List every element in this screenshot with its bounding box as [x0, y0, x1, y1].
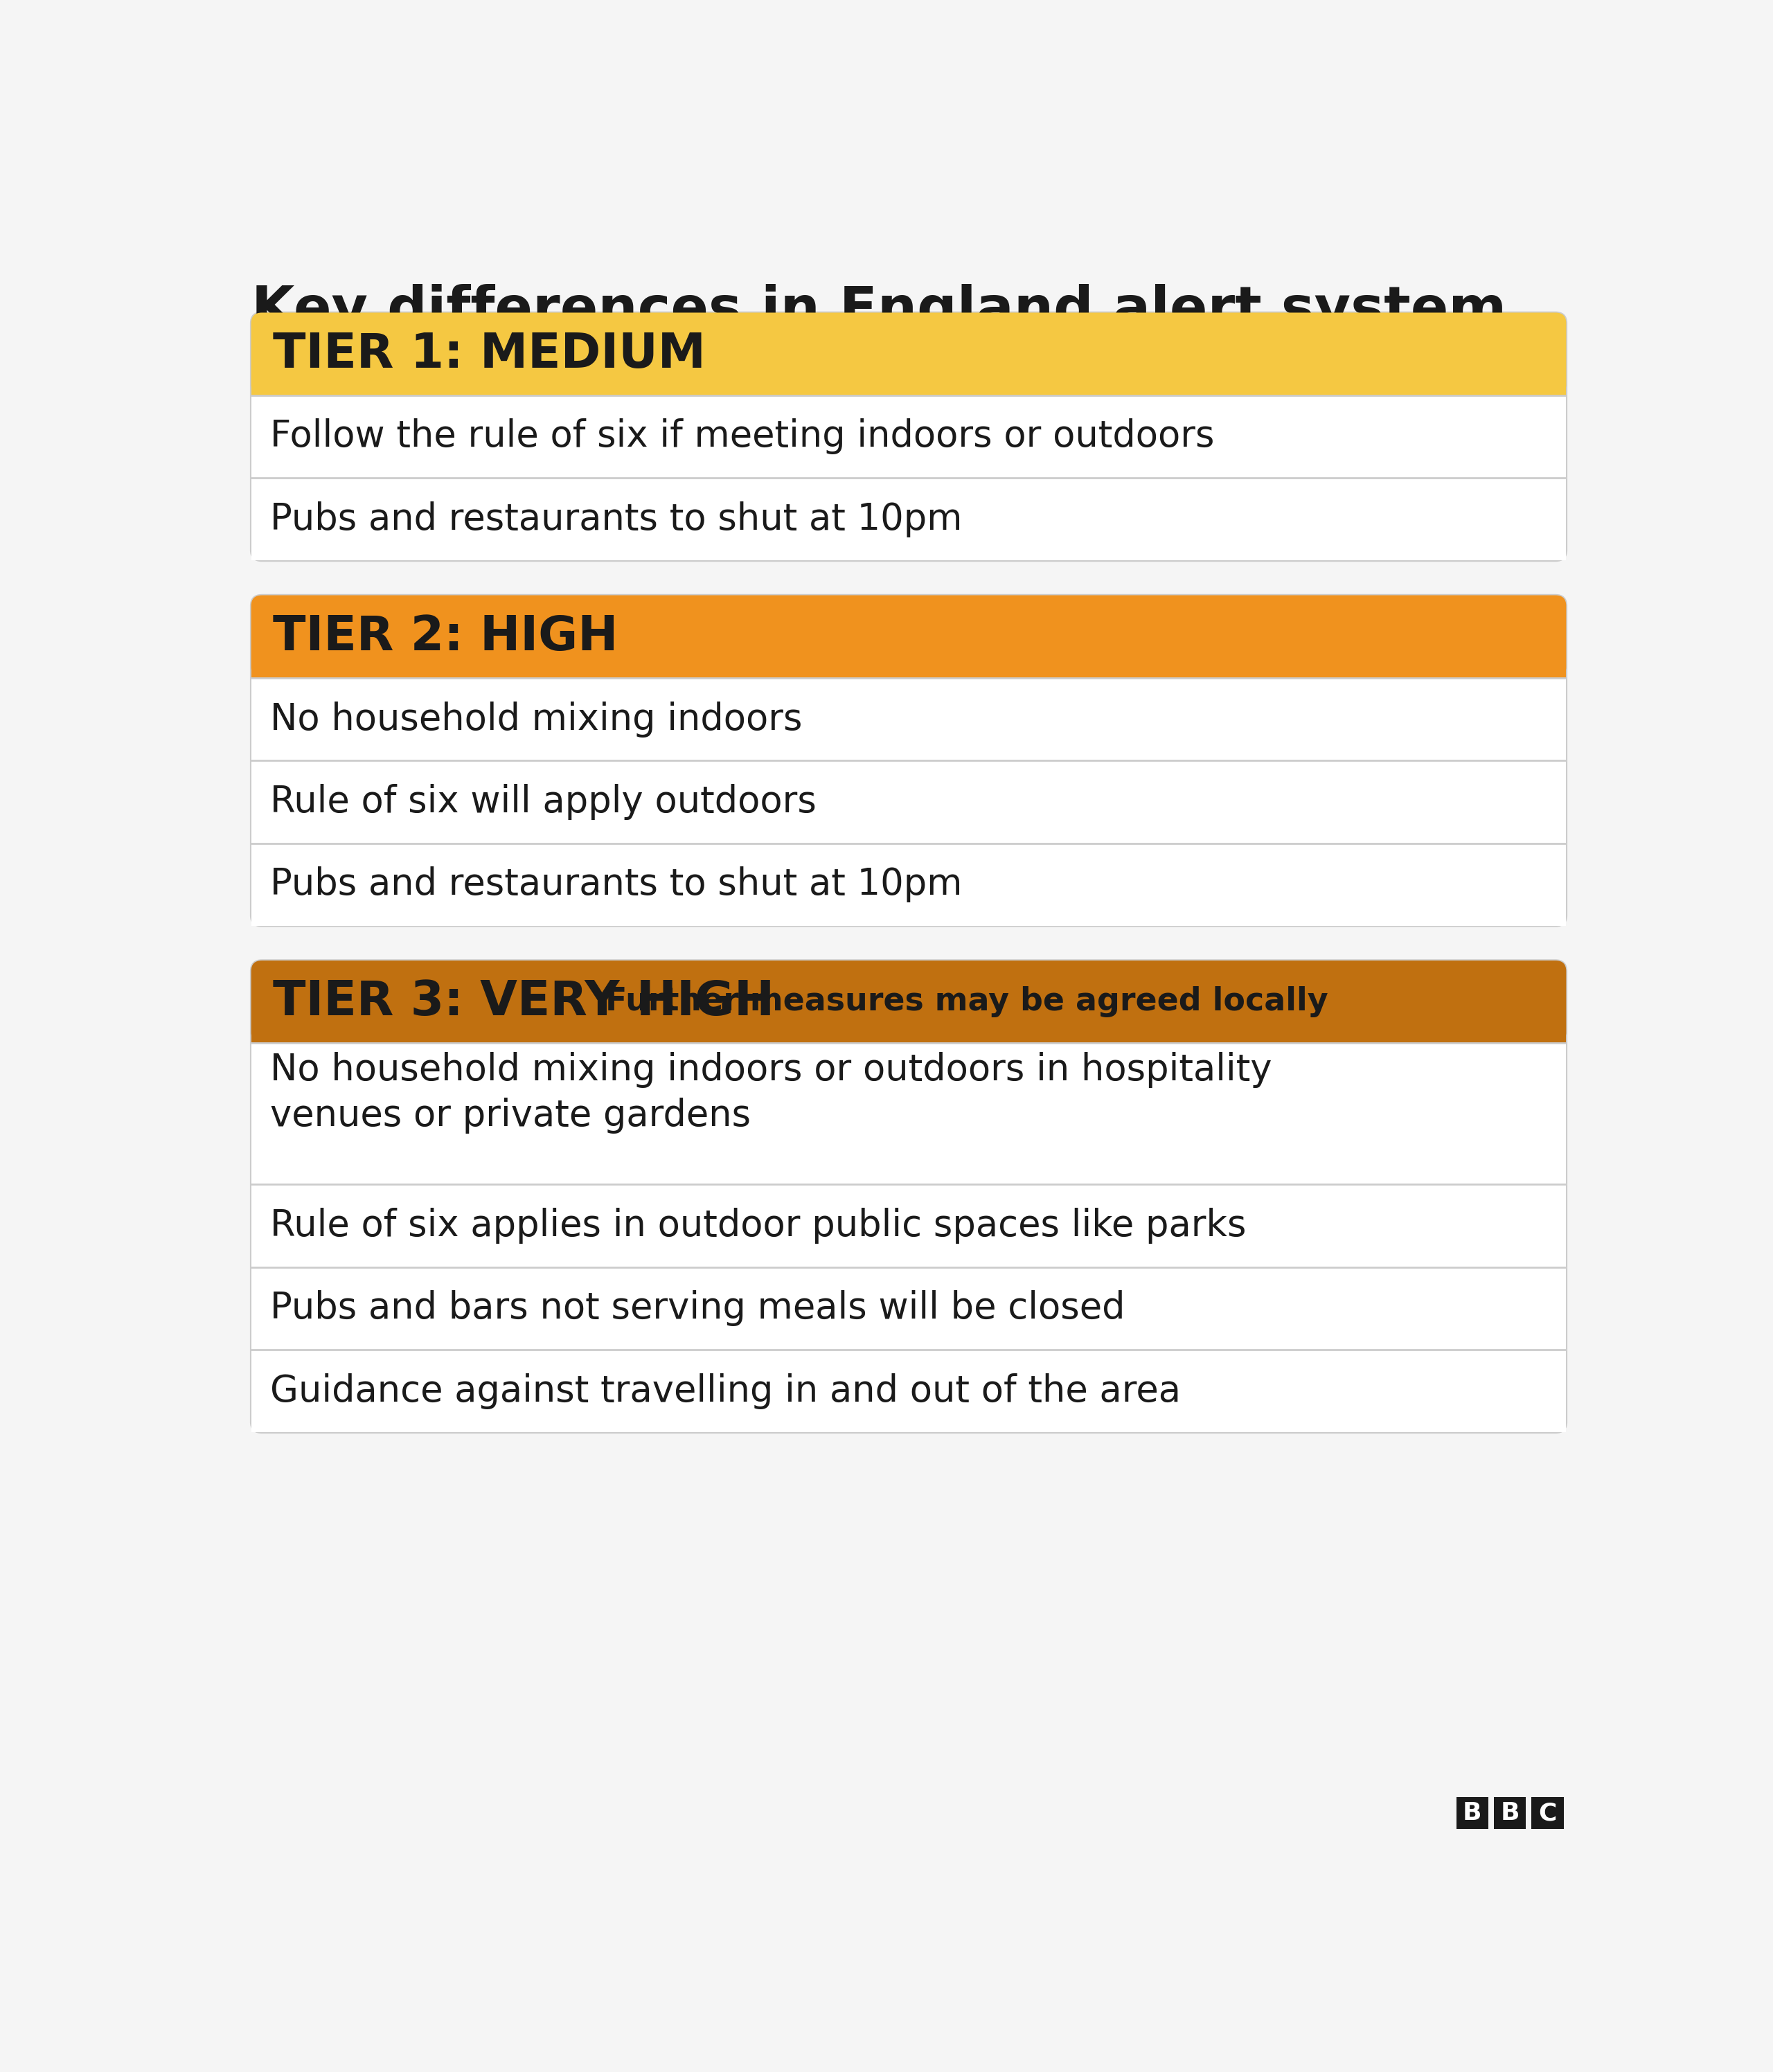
- Bar: [252, 350, 1566, 396]
- FancyBboxPatch shape: [252, 961, 1566, 1042]
- Text: Rule of six will apply outdoors: Rule of six will apply outdoors: [269, 783, 816, 821]
- Text: C: C: [1539, 1801, 1557, 1825]
- FancyBboxPatch shape: [252, 313, 1566, 396]
- Text: Pubs and restaurants to shut at 10pm: Pubs and restaurants to shut at 10pm: [269, 866, 963, 903]
- Text: TIER 1: MEDIUM: TIER 1: MEDIUM: [273, 332, 706, 377]
- Bar: [252, 1268, 1566, 1349]
- Text: Key differences in England alert system: Key differences in England alert system: [252, 284, 1507, 338]
- Bar: [252, 632, 1566, 678]
- Bar: [252, 1349, 1566, 1432]
- FancyBboxPatch shape: [252, 961, 1566, 1432]
- Text: Follow the rule of six if meeting indoors or outdoors: Follow the rule of six if meeting indoor…: [269, 419, 1215, 454]
- FancyBboxPatch shape: [252, 595, 1566, 926]
- Bar: [252, 1042, 1566, 1185]
- Bar: [252, 843, 1566, 926]
- Bar: [252, 1185, 1566, 1268]
- Bar: [252, 396, 1566, 479]
- Bar: [1456, 1796, 1488, 1830]
- Text: Further measures may be agreed locally: Further measures may be agreed locally: [605, 986, 1328, 1017]
- Bar: [252, 479, 1566, 562]
- Text: B: B: [1463, 1801, 1482, 1825]
- Bar: [1493, 1796, 1527, 1830]
- Bar: [1532, 1796, 1564, 1830]
- Text: No household mixing indoors or outdoors in hospitality
venues or private gardens: No household mixing indoors or outdoors …: [269, 1053, 1271, 1133]
- Bar: [252, 678, 1566, 760]
- Text: No household mixing indoors: No household mixing indoors: [269, 700, 801, 738]
- Text: TIER 3: VERY HIGH: TIER 3: VERY HIGH: [273, 978, 775, 1026]
- Text: Pubs and bars not serving meals will be closed: Pubs and bars not serving meals will be …: [269, 1291, 1124, 1326]
- Bar: [252, 760, 1566, 843]
- FancyBboxPatch shape: [252, 313, 1566, 562]
- Text: Rule of six applies in outdoor public spaces like parks: Rule of six applies in outdoor public sp…: [269, 1208, 1246, 1243]
- Text: Pubs and restaurants to shut at 10pm: Pubs and restaurants to shut at 10pm: [269, 501, 963, 537]
- Bar: [252, 999, 1566, 1042]
- Text: TIER 2: HIGH: TIER 2: HIGH: [273, 613, 617, 659]
- Text: B: B: [1500, 1801, 1519, 1825]
- Text: Guidance against travelling in and out of the area: Guidance against travelling in and out o…: [269, 1374, 1181, 1409]
- FancyBboxPatch shape: [252, 595, 1566, 678]
